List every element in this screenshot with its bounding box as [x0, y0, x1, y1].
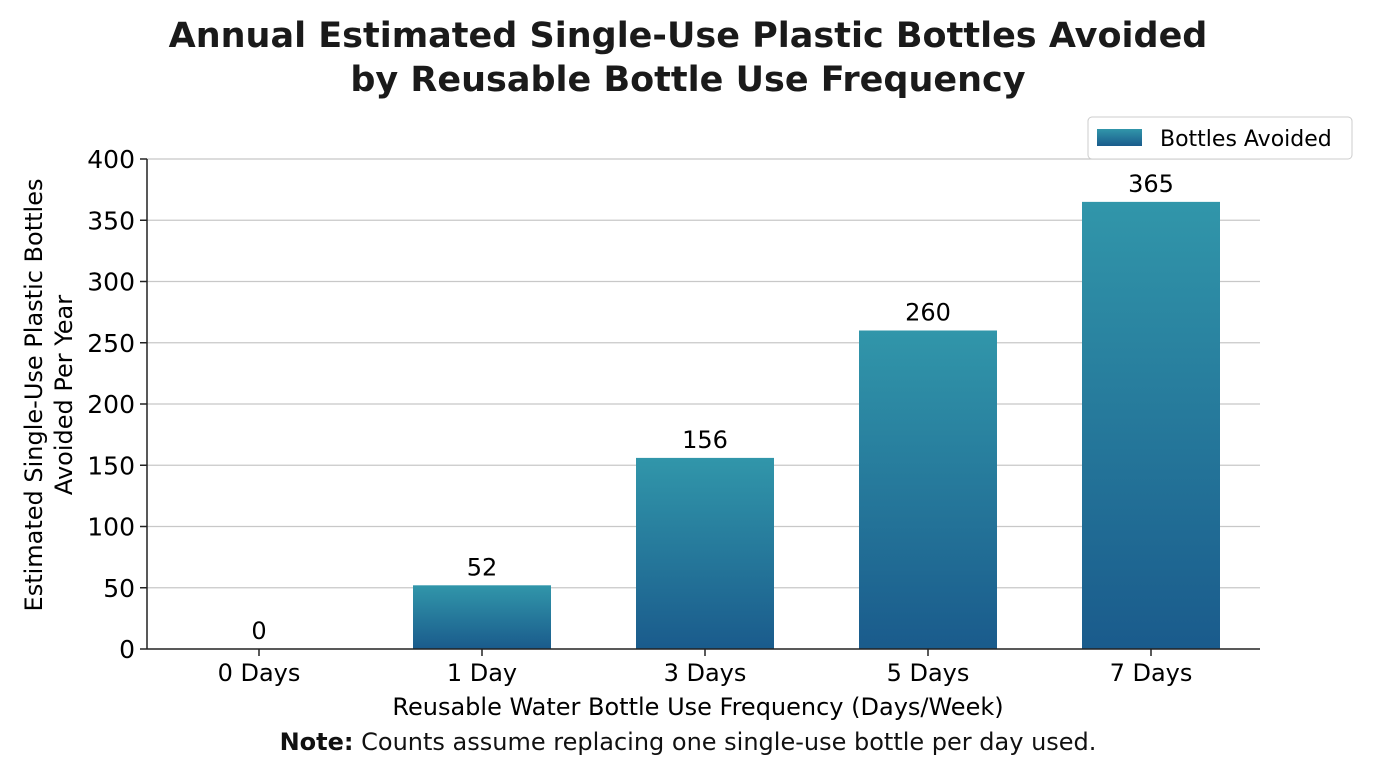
- bar: [413, 585, 551, 649]
- chart-title-line-2: by Reusable Bottle Use Frequency: [350, 60, 1026, 100]
- bar: [859, 330, 997, 649]
- data-label: 52: [467, 553, 498, 581]
- x-tick-label: 0 Days: [218, 659, 301, 687]
- y-axis-label-line-2: Avoided Per Year: [50, 295, 78, 495]
- legend-label: Bottles Avoided: [1160, 127, 1332, 152]
- chart-title-line-1: Annual Estimated Single-Use Plastic Bott…: [168, 16, 1208, 56]
- x-tick-label: 1 Day: [447, 659, 517, 687]
- y-tick-label: 50: [103, 574, 135, 603]
- x-axis-label: Reusable Water Bottle Use Frequency (Day…: [392, 693, 1003, 721]
- y-tick-label: 250: [87, 329, 135, 358]
- y-tick-label: 150: [87, 451, 135, 480]
- y-axis-label-line-1: Estimated Single-Use Plastic Bottles: [20, 179, 48, 612]
- data-label: 260: [905, 299, 951, 327]
- data-label: 156: [682, 426, 728, 454]
- bars: [413, 201, 1220, 649]
- legend-swatch: [1097, 129, 1142, 146]
- y-tick-label: 400: [87, 145, 135, 174]
- y-tick-label: 300: [87, 268, 135, 297]
- legend-box: [1087, 116, 1353, 160]
- y-axis-label: Estimated Single-Use Plastic Bottles Avo…: [20, 179, 78, 612]
- data-label: 0: [251, 617, 266, 645]
- y-tick-label: 100: [87, 513, 135, 542]
- x-tick-label: 7 Days: [1110, 659, 1193, 687]
- note-text: Counts assume replacing one single-use b…: [353, 728, 1097, 756]
- y-tick-label: 350: [87, 206, 135, 235]
- axes: 0 50 100 150 200 250 300 350 400: [87, 145, 1260, 664]
- x-tick-label: 3 Days: [664, 659, 747, 687]
- y-tick-label: 200: [87, 390, 135, 419]
- data-label: 365: [1128, 170, 1174, 198]
- labels: 0 Days 0 1 Day 52 3 Days 156 5 Days 260 7 Days 36…: [218, 170, 1193, 687]
- y-tick-label: 0: [119, 635, 135, 664]
- legend: Bottles Avoided: [1087, 116, 1353, 160]
- chart-note: Note: Counts assume replacing one single…: [0, 728, 1376, 756]
- bar: [1082, 201, 1220, 649]
- chart-title: Annual Estimated Single-Use Plastic Bott…: [0, 14, 1376, 102]
- bar: [636, 457, 774, 649]
- note-label: Note:: [279, 728, 354, 756]
- x-tick-label: 5 Days: [887, 659, 970, 687]
